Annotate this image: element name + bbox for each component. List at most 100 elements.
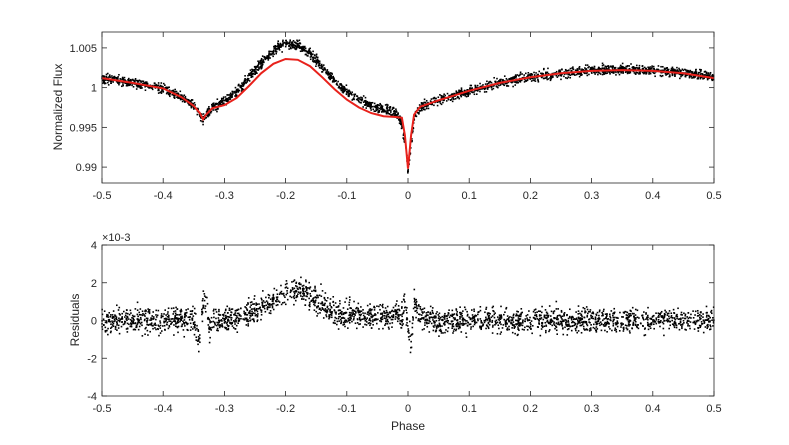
data-point: [638, 64, 641, 67]
data-point: [193, 326, 196, 328]
data-point: [501, 82, 504, 85]
data-point: [491, 315, 494, 317]
data-point: [208, 108, 210, 110]
data-point: [356, 318, 359, 321]
data-point: [452, 332, 454, 334]
data-point: [354, 314, 356, 316]
data-point: [558, 69, 560, 72]
data-point: [361, 318, 364, 321]
data-point: [179, 97, 182, 100]
data-point: [253, 303, 255, 305]
data-point: [332, 301, 334, 303]
data-point: [556, 76, 559, 78]
data-point: [552, 311, 555, 313]
data-point: [255, 71, 257, 74]
data-point: [371, 308, 373, 311]
data-point: [149, 330, 151, 333]
data-point: [459, 321, 461, 323]
data-point: [646, 321, 649, 324]
data-point: [410, 340, 412, 343]
data-point: [266, 301, 269, 304]
data-point: [343, 320, 346, 322]
data-point: [160, 82, 163, 84]
data-point: [628, 319, 631, 322]
data-point: [386, 105, 388, 108]
data-point: [663, 312, 666, 315]
data-point: [548, 330, 550, 333]
data-point: [577, 316, 580, 319]
data-point: [395, 311, 398, 314]
data-point: [347, 90, 349, 92]
data-point: [651, 66, 653, 69]
data-point: [698, 324, 701, 327]
data-point: [459, 316, 461, 318]
data-point: [254, 70, 257, 73]
data-point: [396, 320, 399, 323]
data-point: [631, 312, 634, 315]
data-point: [384, 104, 387, 106]
data-point: [469, 318, 472, 321]
data-point: [547, 314, 550, 317]
data-point: [392, 316, 395, 319]
data-point: [405, 324, 408, 326]
data-point: [651, 319, 654, 321]
data-point: [576, 319, 579, 322]
data-point: [165, 319, 167, 322]
data-point: [338, 86, 341, 89]
data-point: [474, 314, 477, 317]
data-point: [292, 288, 294, 291]
data-point: [502, 83, 505, 85]
data-point: [326, 306, 329, 309]
data-point: [261, 304, 264, 307]
data-point: [168, 325, 171, 328]
data-point: [700, 72, 702, 75]
data-point: [517, 333, 519, 336]
data-point: [648, 325, 650, 328]
data-point: [453, 313, 456, 315]
data-point: [372, 315, 374, 318]
data-point: [319, 312, 321, 314]
data-point: [555, 318, 558, 321]
data-point: [317, 61, 320, 64]
data-point: [339, 318, 342, 321]
data-point: [369, 309, 371, 312]
data-point: [342, 89, 344, 91]
data-point: [283, 294, 285, 297]
data-point: [289, 46, 292, 49]
data-point: [300, 291, 302, 293]
data-point: [418, 320, 421, 322]
data-point: [178, 96, 181, 99]
data-point: [627, 71, 629, 73]
data-point: [487, 321, 490, 324]
data-point: [612, 323, 615, 325]
data-point: [140, 85, 142, 88]
data-point: [112, 316, 114, 318]
data-point: [369, 310, 372, 312]
data-point: [620, 322, 622, 325]
data-point: [390, 310, 393, 313]
data-point: [253, 295, 256, 297]
data-point: [552, 312, 555, 315]
data-point: [447, 97, 449, 100]
data-point: [633, 66, 635, 69]
data-point: [579, 324, 582, 327]
data-point: [561, 315, 564, 318]
data-point: [710, 312, 713, 315]
data-point: [183, 319, 186, 321]
data-point: [237, 312, 240, 315]
data-point: [712, 75, 715, 77]
data-point: [401, 126, 404, 129]
data-point: [181, 98, 183, 101]
data-point: [107, 333, 109, 336]
data-point: [670, 316, 672, 319]
data-point: [390, 114, 392, 116]
data-point: [167, 327, 170, 330]
data-point: [581, 310, 583, 313]
data-point: [589, 310, 591, 313]
data-point: [117, 82, 119, 84]
data-point: [369, 303, 371, 305]
data-point: [545, 324, 547, 327]
data-point: [347, 91, 349, 94]
data-point: [125, 84, 128, 87]
data-point: [253, 307, 256, 310]
